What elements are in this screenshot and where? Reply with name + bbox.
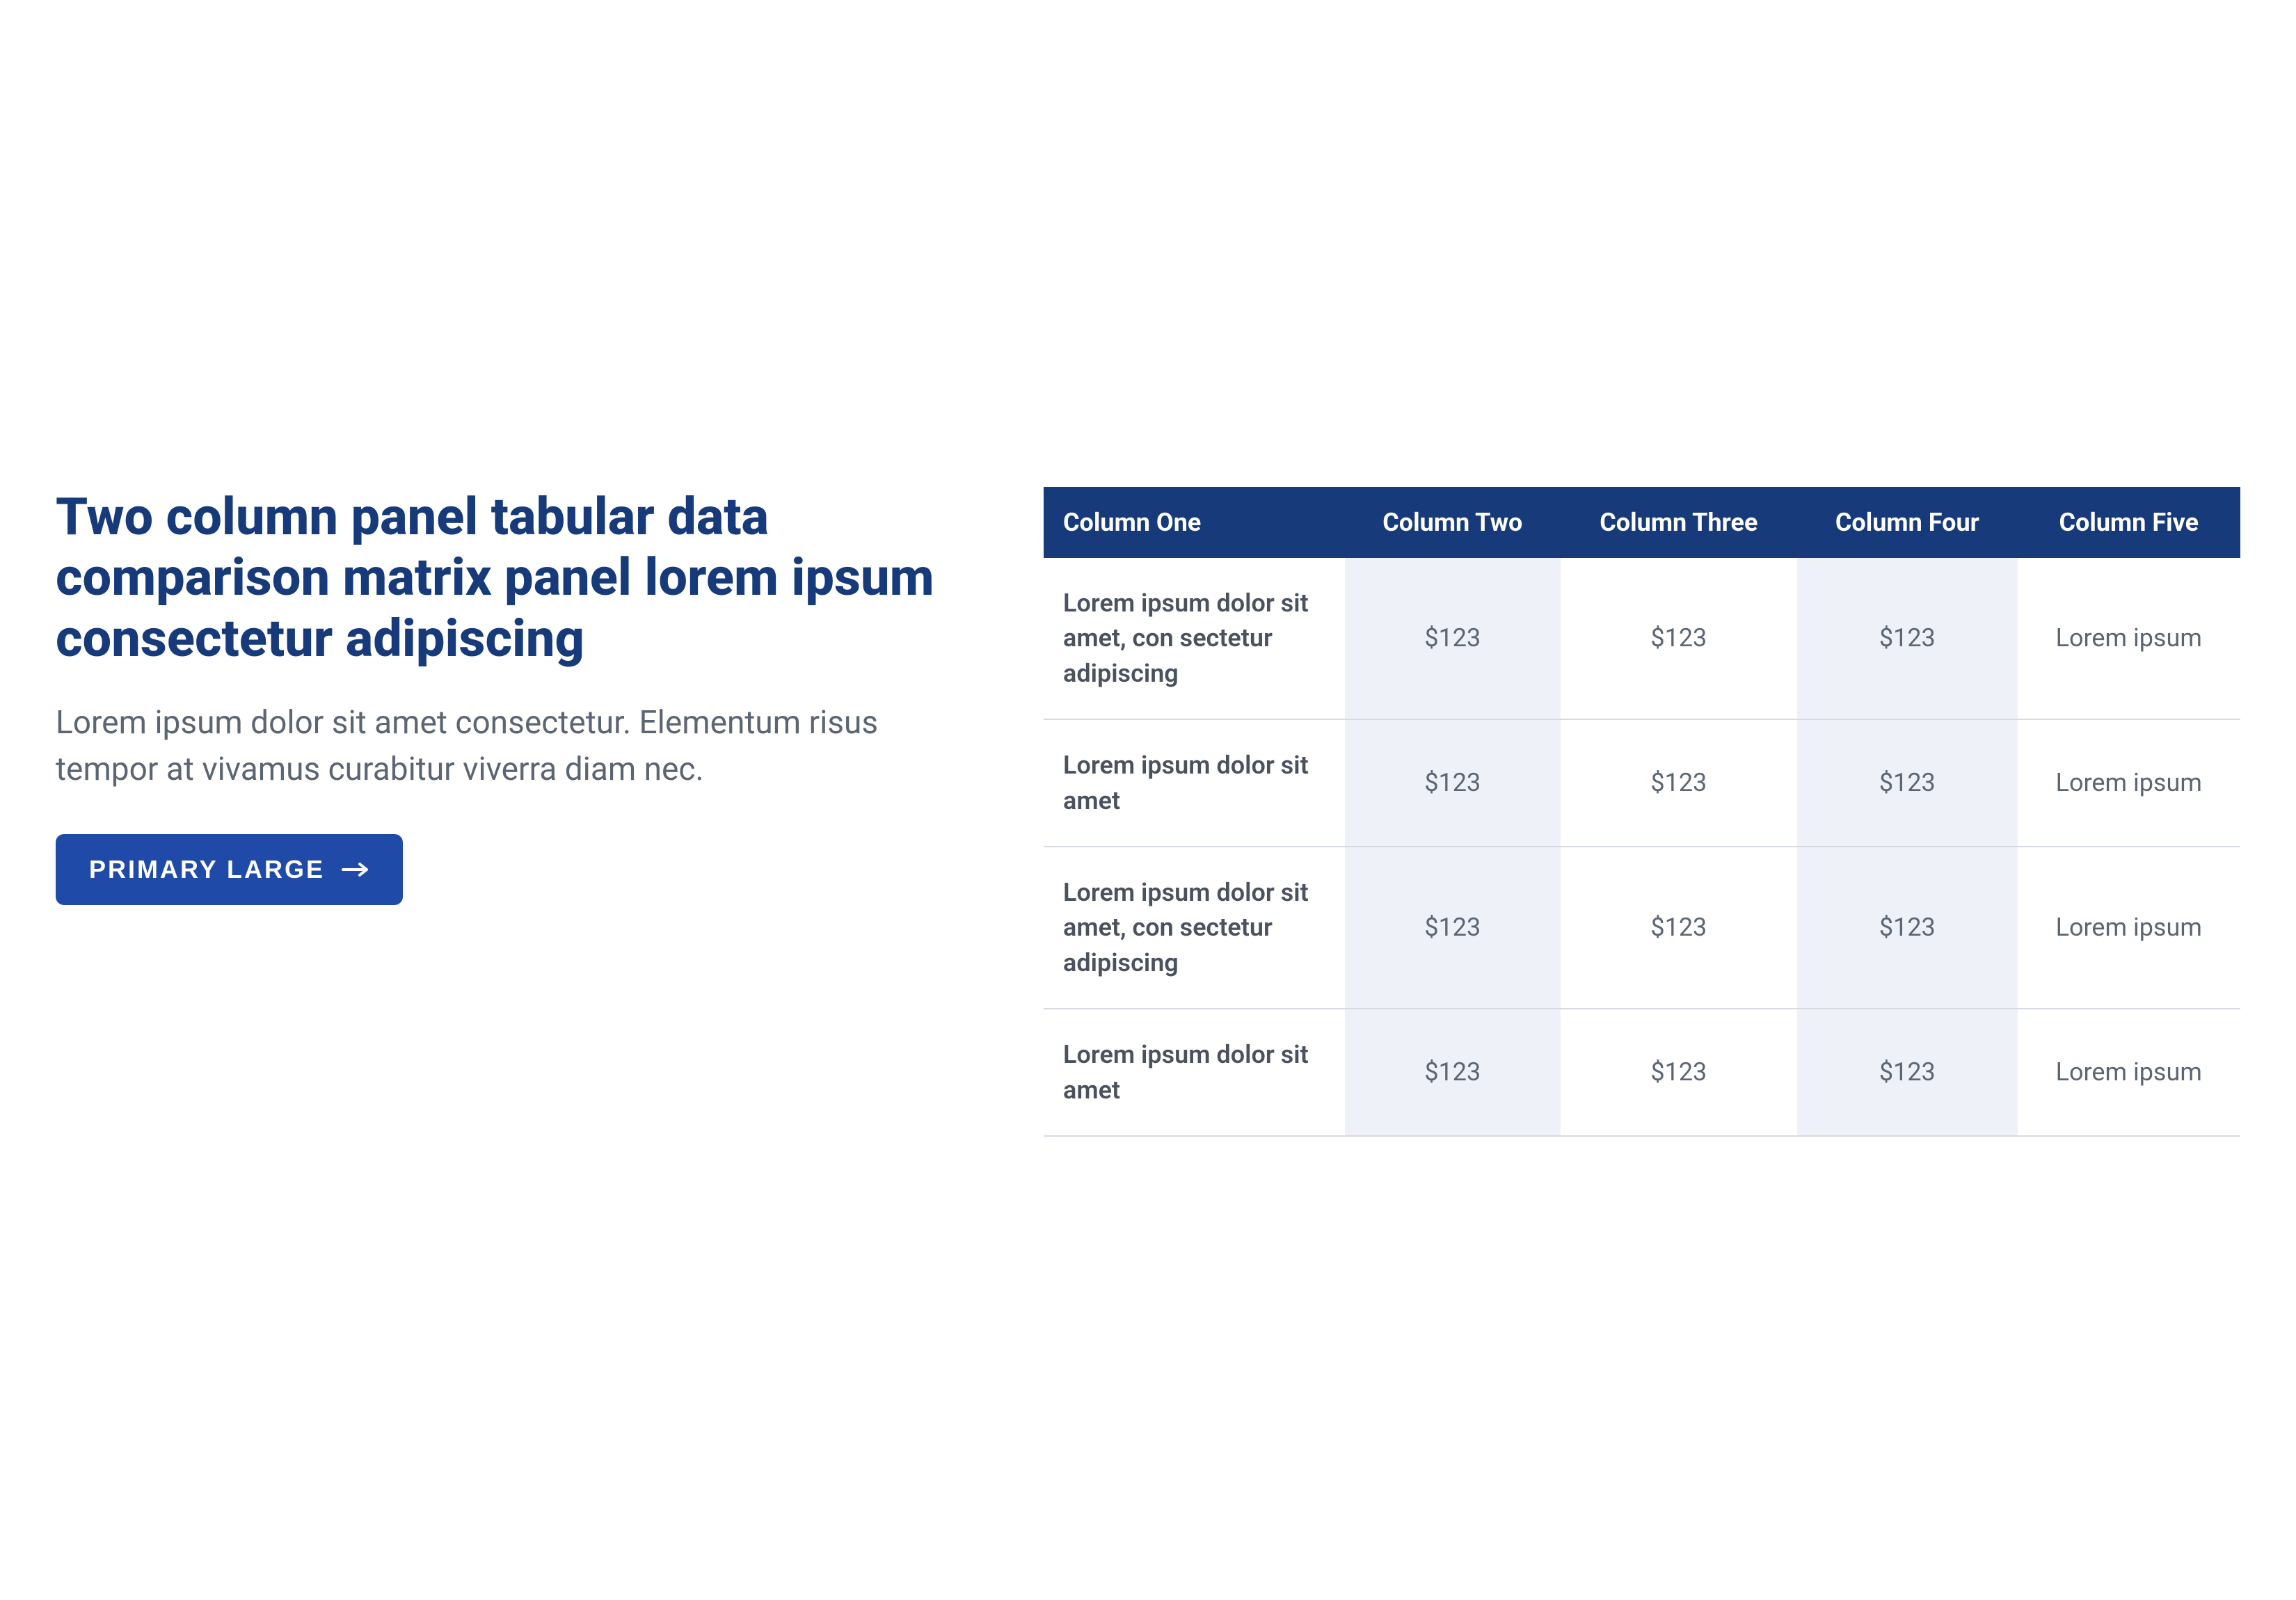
row-label-cell: Lorem ipsum dolor sit amet, con sectetur… xyxy=(1044,558,1345,719)
data-cell: Lorem ipsum xyxy=(2018,719,2240,847)
left-panel: Two column panel tabular data comparison… xyxy=(56,487,960,905)
table-row: Lorem ipsum dolor sit amet $123 $123 $12… xyxy=(1044,719,2240,847)
column-header: Column One xyxy=(1044,487,1345,558)
table-row: Lorem ipsum dolor sit amet, con sectetur… xyxy=(1044,847,2240,1009)
data-cell: Lorem ipsum xyxy=(2018,1009,2240,1136)
data-cell: $123 xyxy=(1797,719,2017,847)
data-cell: $123 xyxy=(1561,847,1798,1009)
table-row: Lorem ipsum dolor sit amet $123 $123 $12… xyxy=(1044,1009,2240,1136)
table-row: Lorem ipsum dolor sit amet, con sectetur… xyxy=(1044,558,2240,719)
data-cell: $123 xyxy=(1797,847,2017,1009)
row-label-cell: Lorem ipsum dolor sit amet, con sectetur… xyxy=(1044,847,1345,1009)
page-subheading: Lorem ipsum dolor sit amet consectetur. … xyxy=(56,700,960,792)
column-header: Column Five xyxy=(2018,487,2240,558)
data-cell: $123 xyxy=(1561,1009,1798,1136)
data-cell: $123 xyxy=(1561,719,1798,847)
data-cell: $123 xyxy=(1345,1009,1560,1136)
arrow-right-icon xyxy=(342,861,369,878)
data-cell: $123 xyxy=(1797,1009,2017,1136)
row-label-cell: Lorem ipsum dolor sit amet xyxy=(1044,1009,1345,1136)
page-heading: Two column panel tabular data comparison… xyxy=(56,487,960,669)
data-cell: $123 xyxy=(1345,719,1560,847)
comparison-table: Column One Column Two Column Three Colum… xyxy=(1044,487,2240,1137)
two-column-layout: Two column panel tabular data comparison… xyxy=(56,487,2240,1137)
table-header-row: Column One Column Two Column Three Colum… xyxy=(1044,487,2240,558)
data-cell: Lorem ipsum xyxy=(2018,847,2240,1009)
row-label-cell: Lorem ipsum dolor sit amet xyxy=(1044,719,1345,847)
column-header: Column Two xyxy=(1345,487,1560,558)
right-panel: Column One Column Two Column Three Colum… xyxy=(1044,487,2240,1137)
data-cell: Lorem ipsum xyxy=(2018,558,2240,719)
data-cell: $123 xyxy=(1797,558,2017,719)
data-cell: $123 xyxy=(1561,558,1798,719)
primary-large-button[interactable]: PRIMARY LARGE xyxy=(56,834,403,905)
data-cell: $123 xyxy=(1345,558,1560,719)
data-cell: $123 xyxy=(1345,847,1560,1009)
primary-large-button-label: PRIMARY LARGE xyxy=(89,855,325,884)
column-header: Column Three xyxy=(1561,487,1798,558)
column-header: Column Four xyxy=(1797,487,2017,558)
